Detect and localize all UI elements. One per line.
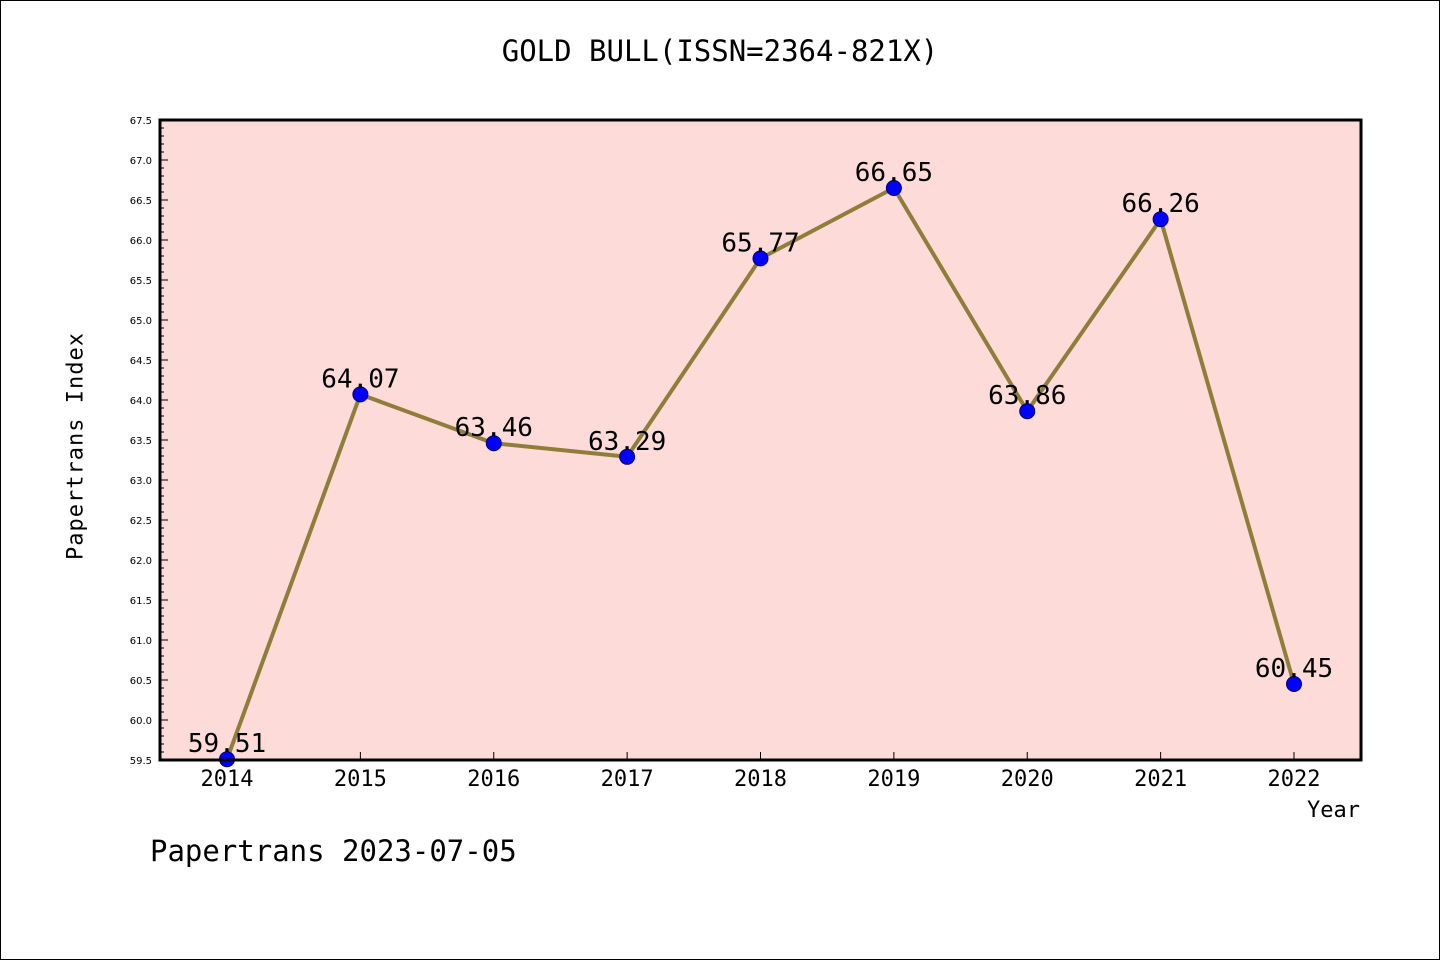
y-tick-label: 67.0 (130, 156, 152, 167)
x-tick-label: 2019 (867, 767, 920, 792)
data-point (619, 448, 636, 465)
series-markers (219, 180, 1302, 768)
data-point (885, 180, 902, 196)
x-tick-label: 2017 (601, 767, 654, 792)
data-point (1152, 211, 1169, 228)
data-label: 63.46 (455, 413, 533, 443)
x-tick-label: 2016 (467, 767, 520, 792)
plot-border (158, 118, 1363, 762)
y-tick-label: 67.5 (130, 116, 152, 127)
y-tick-label: 64.5 (130, 356, 152, 367)
data-labels: 59.51 64.07 63.46 63.29 65.77 66.65 63.86 66.26… (188, 158, 1333, 759)
y-axis-label: Papertrans Index (63, 332, 89, 560)
y-tick-label: 66.5 (130, 196, 152, 207)
x-axis-label: Year (1307, 798, 1360, 823)
data-label: 63.29 (588, 427, 666, 457)
chart-title: GOLD BULL(ISSN=2364-821X) (501, 34, 939, 68)
y-tick-label: 64.0 (130, 396, 152, 407)
y-tick-label: 65.0 (130, 316, 152, 327)
y-tick-label: 61.0 (130, 636, 152, 647)
y-tick-label: 62.5 (130, 516, 152, 527)
x-tick-label: 2018 (734, 767, 787, 792)
data-point (752, 250, 769, 267)
x-axis: 2014 2015 2016 2017 2018 2019 2020 2021 2022 (201, 752, 1321, 792)
y-tick-label: 63.5 (130, 436, 152, 447)
x-tick-label: 2021 (1134, 767, 1187, 792)
footer-note: Papertrans 2023-07-05 (150, 834, 517, 868)
x-tick-label: 2014 (201, 767, 254, 792)
data-label: 59.51 (188, 729, 266, 759)
x-tick-label: 2022 (1268, 767, 1321, 792)
x-tick-label: 2015 (334, 767, 387, 792)
data-point (352, 386, 369, 403)
data-label: 65.77 (721, 228, 799, 258)
data-point (485, 435, 502, 452)
y-tick-label: 60.0 (130, 716, 152, 727)
data-label: 60.45 (1255, 654, 1333, 684)
y-tick-label: 59.5 (130, 756, 152, 767)
data-label: 63.86 (988, 381, 1066, 411)
data-point (1286, 676, 1302, 692)
y-tick-label: 63.0 (130, 476, 152, 487)
y-tick-label: 66.0 (130, 236, 152, 247)
data-label: 64.07 (321, 364, 399, 394)
y-tick-label: 62.0 (130, 556, 152, 567)
x-tick-label: 2020 (1001, 767, 1054, 792)
y-tick-label: 65.5 (130, 276, 152, 287)
y-tick-label: 60.5 (130, 676, 152, 687)
data-label: 66.65 (855, 158, 933, 188)
y-tick-label: 61.5 (130, 596, 152, 607)
data-point (1019, 403, 1036, 420)
data-label: 66.26 (1121, 189, 1199, 219)
